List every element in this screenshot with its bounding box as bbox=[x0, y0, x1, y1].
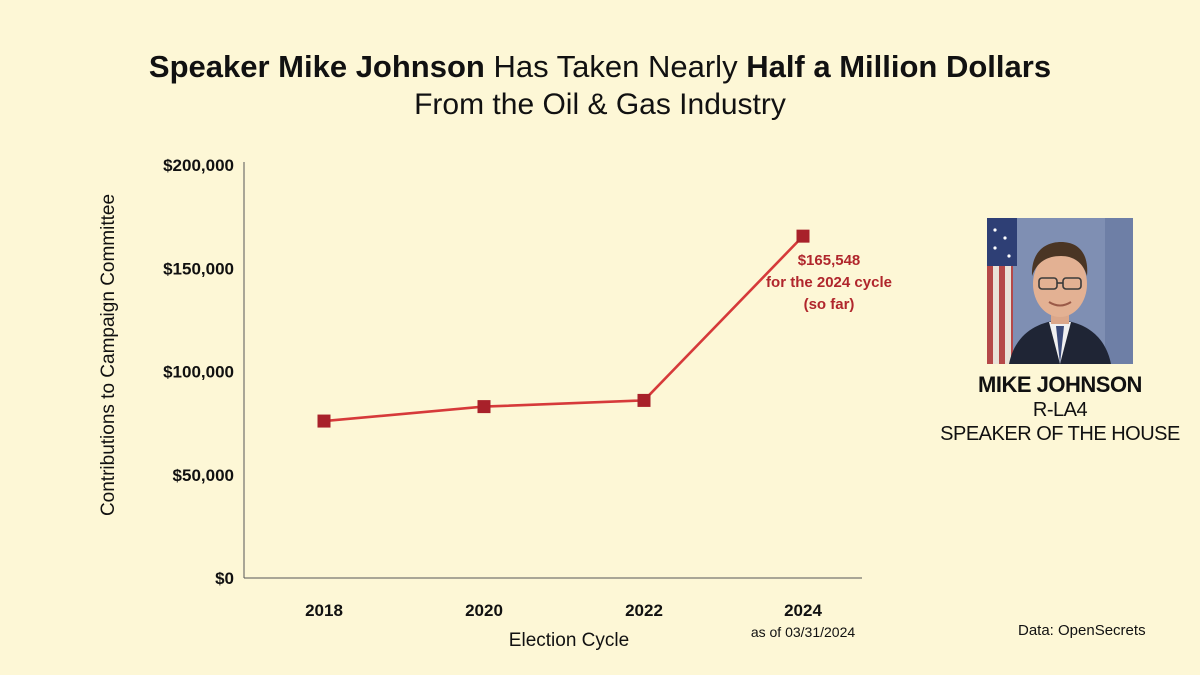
x-tick-label: 2024 bbox=[784, 601, 822, 620]
y-axis-title: Contributions to Campaign Committee bbox=[98, 194, 119, 516]
annotation-line: $165,548 bbox=[798, 252, 861, 269]
annotation-line: (so far) bbox=[804, 296, 855, 313]
title-part-3: Half a Million Dollars bbox=[746, 49, 1052, 84]
series-line bbox=[323, 235, 804, 423]
y-tick-label: $0 bbox=[215, 569, 234, 588]
x-axis-title: Election Cycle bbox=[509, 630, 629, 651]
x-tick-note: as of 03/31/2024 bbox=[751, 624, 856, 640]
data-point bbox=[477, 400, 491, 414]
x-tick-labels: 2018 2020 2022 2024 as of 03/31/2024 bbox=[305, 601, 855, 640]
title-part-2: Has Taken Nearly bbox=[484, 49, 747, 84]
value-annotation: $165,548 for the 2024 cycle (so far) bbox=[766, 252, 892, 313]
data-point bbox=[796, 229, 810, 243]
title-part-1: Speaker Mike Johnson bbox=[148, 49, 485, 84]
data-source: Data: OpenSecrets bbox=[1018, 622, 1146, 639]
y-tick-label: $200,000 bbox=[163, 156, 234, 175]
chart-title: Speaker Mike Johnson Has Taken Nearly Ha… bbox=[0, 48, 1200, 124]
x-tick-label: 2018 bbox=[305, 601, 343, 620]
profile-card: MIKE JOHNSON R-LA4 SPEAKER OF THE HOUSE bbox=[940, 218, 1180, 446]
annotation-line: for the 2024 cycle bbox=[766, 274, 892, 291]
y-tick-label: $100,000 bbox=[163, 363, 234, 382]
profile-name: MIKE JOHNSON bbox=[978, 372, 1142, 397]
y-tick-label: $50,000 bbox=[173, 466, 234, 485]
profile-district: R-LA4 bbox=[1032, 399, 1088, 421]
x-tick-label: 2020 bbox=[465, 601, 503, 620]
data-point bbox=[317, 414, 331, 428]
x-tick-label: 2022 bbox=[625, 601, 663, 620]
title-line-2: From the Oil & Gas Industry bbox=[414, 88, 786, 121]
portrait-image bbox=[987, 218, 1133, 364]
profile-role: SPEAKER OF THE HOUSE bbox=[940, 423, 1180, 445]
data-point bbox=[637, 393, 651, 407]
y-tick-labels: $0 $50,000 $100,000 $150,000 $200,000 bbox=[163, 156, 234, 588]
series bbox=[317, 229, 810, 428]
y-tick-label: $150,000 bbox=[163, 259, 234, 278]
